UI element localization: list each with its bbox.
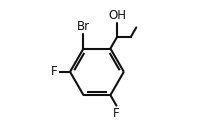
Text: F: F [113,107,120,120]
Text: F: F [50,65,57,78]
Text: Br: Br [77,20,90,33]
Text: OH: OH [108,9,126,22]
